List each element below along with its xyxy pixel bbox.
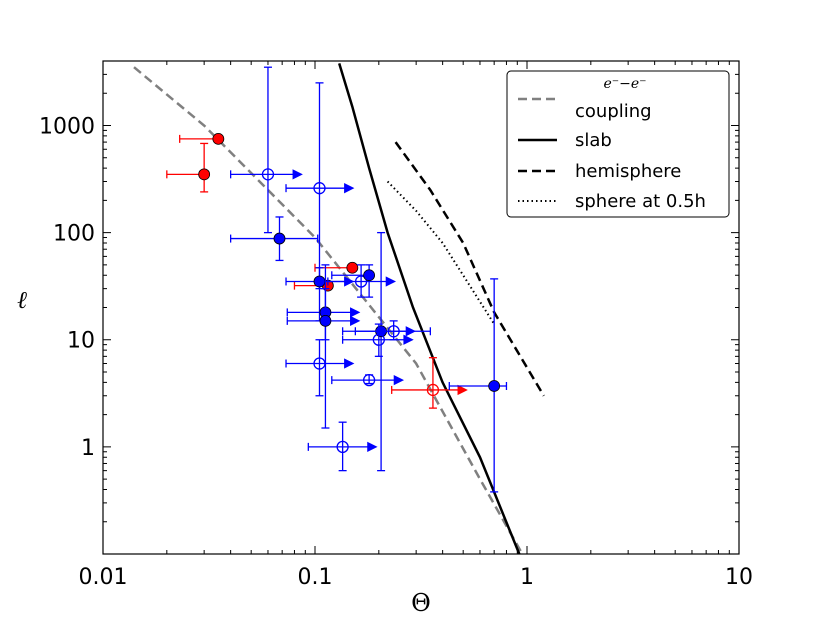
y-tick-label: 1000 xyxy=(39,114,95,139)
x-tick-label: 0.01 xyxy=(79,565,128,590)
data-point xyxy=(285,339,355,397)
x-tick-label: 1 xyxy=(520,565,534,590)
point-marker xyxy=(387,325,400,338)
x-tick-label: 0.1 xyxy=(298,565,333,590)
lower-limit-arrow-head xyxy=(344,183,355,194)
data-point xyxy=(307,421,378,472)
x-tick-label: 10 xyxy=(725,565,753,590)
axis-ticks: 0.01 0.1 1 10 1 10 100 1000 xyxy=(39,60,753,590)
line-hemisphere xyxy=(394,141,545,397)
legend-math-coupling: e⁻−e⁻ xyxy=(603,76,646,92)
data-point xyxy=(391,357,468,409)
point-marker xyxy=(313,182,326,195)
x-axis-title: Θ xyxy=(411,589,431,617)
point-marker xyxy=(319,314,332,327)
point-marker xyxy=(336,440,349,454)
legend-box xyxy=(506,70,730,218)
data-point xyxy=(229,66,303,234)
line-coupling xyxy=(133,66,524,554)
legend-label-hemisphere: hemisphere xyxy=(575,161,681,182)
point-marker xyxy=(313,275,326,288)
legend-label-sphere: sphere at 0.5h xyxy=(575,191,706,212)
point-marker xyxy=(261,168,275,181)
model-lines xyxy=(133,63,545,554)
point-marker xyxy=(363,269,376,282)
lower-limit-arrow-head xyxy=(385,276,397,287)
data-point xyxy=(327,264,397,298)
point-marker xyxy=(354,275,368,288)
data-point xyxy=(314,261,359,274)
data-points xyxy=(166,66,508,493)
point-marker xyxy=(313,357,326,370)
y-axis-title: ℓ xyxy=(17,286,27,314)
legend-label-coupling: coupling xyxy=(575,101,652,122)
point-marker xyxy=(273,232,286,245)
point-marker xyxy=(198,168,211,181)
line-slab xyxy=(338,63,521,554)
point-marker xyxy=(212,132,225,145)
lower-limit-arrow-head xyxy=(344,358,355,369)
point-marker xyxy=(488,380,501,392)
point-marker xyxy=(346,261,359,274)
y-tick-label: 1 xyxy=(81,436,95,461)
data-point xyxy=(179,132,225,145)
legend: e⁻−e⁻ coupling slab hemisphere sphere at… xyxy=(506,70,730,218)
data-point xyxy=(166,142,211,193)
line-sphere xyxy=(386,180,496,325)
point-marker xyxy=(362,373,376,387)
lower-limit-arrow-head xyxy=(457,384,468,396)
data-point xyxy=(286,287,361,341)
y-tick-label: 10 xyxy=(67,329,95,354)
data-point xyxy=(285,82,355,290)
data-point xyxy=(341,323,414,357)
lower-limit-arrow-head xyxy=(367,441,378,453)
lower-limit-arrow-head xyxy=(393,374,405,386)
point-marker xyxy=(372,333,385,346)
data-point xyxy=(331,373,405,387)
data-point xyxy=(448,278,508,493)
data-point xyxy=(286,264,361,429)
lower-limit-arrow-head xyxy=(403,334,414,345)
legend-label-slab: slab xyxy=(575,130,612,151)
point-marker xyxy=(426,383,440,397)
data-point xyxy=(331,264,376,298)
lower-limit-arrow-head xyxy=(350,307,361,318)
lower-limit-arrow-head xyxy=(350,315,361,327)
y-tick-label: 100 xyxy=(53,222,95,247)
data-point xyxy=(229,216,319,262)
lower-limit-arrow-head xyxy=(292,169,303,180)
